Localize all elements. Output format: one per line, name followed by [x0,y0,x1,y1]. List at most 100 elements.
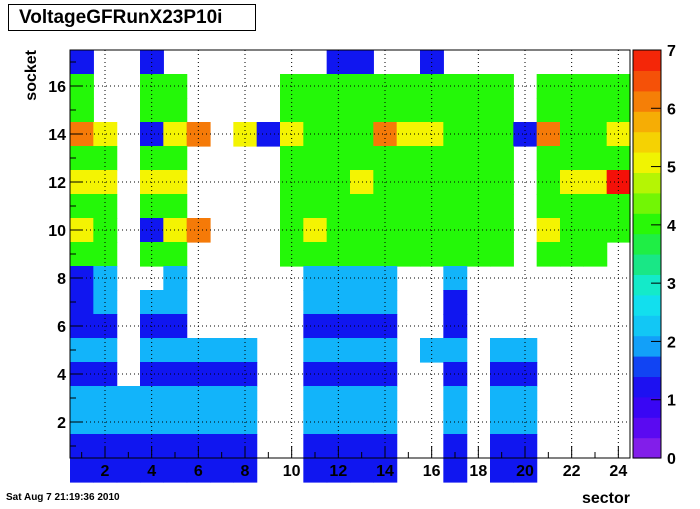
heatmap-cell [350,290,374,315]
heatmap-cell [490,74,514,99]
heatmap-cell [350,146,374,171]
x-tick-label: 2 [101,463,110,480]
heatmap-cell [583,122,608,147]
heatmap-cell [490,170,514,195]
heatmap-cell [303,194,328,219]
x-tick-label: 22 [563,463,581,480]
heatmap-cell [163,170,188,195]
heatmap-cell [350,266,374,291]
x-tick-label: 12 [329,463,347,480]
colorbar-band [633,111,661,133]
heatmap-cell [443,290,468,315]
heatmap-cell [70,50,94,75]
heatmap-cell [443,194,468,219]
heatmap-cell [163,218,188,243]
heatmap-cell [536,146,561,171]
x-tick-label: 20 [516,463,534,480]
heatmap-cell [303,122,328,147]
heatmap-cell [443,266,468,291]
heatmap-cell [210,458,234,483]
heatmap-cell [350,434,374,459]
heatmap-cell [303,410,328,435]
heatmap-cell [583,218,608,243]
x-tick-label: 8 [241,463,250,480]
x-tick-label: 6 [194,463,203,480]
colorbar-band [633,254,661,275]
y-tick-label: 8 [57,271,66,288]
heatmap-cell [536,242,561,267]
heatmap-cell [303,290,328,315]
heatmap-cell [70,146,94,171]
heatmap-cell [303,74,328,99]
heatmap-cell [326,458,351,483]
heatmap-cell [350,242,374,267]
heatmap-cell [163,74,188,99]
heatmap-cell [303,434,328,459]
heatmap-cell [93,458,118,483]
heatmap-cell [303,362,328,387]
heatmap-cell [116,410,141,435]
colorbar-band [633,315,661,337]
heatmap-cell [303,218,328,243]
heatmap-cell [373,458,398,483]
colorbar-tick-label: 2 [667,334,676,351]
heatmap-cell [163,314,188,339]
x-tick-label: 10 [283,463,301,480]
heatmap-cell [163,434,188,459]
heatmap-cell [350,314,374,339]
x-tick-label: 14 [376,463,394,480]
colorbar-band [633,172,661,194]
colorbar-band [633,294,661,316]
heatmap-cell [70,386,94,411]
heatmap-cell [443,218,468,243]
colorbar-tick-label: 3 [667,276,676,293]
heatmap-cell [140,458,164,483]
heatmap-cell [163,266,188,291]
heatmap-cell [536,218,561,243]
colorbar-band [633,90,661,112]
heatmap-cell [443,242,468,267]
y-tick-label: 10 [48,223,66,240]
x-tick-label: 16 [423,463,441,480]
heatmap-cell [396,218,421,243]
colorbar-band [633,356,661,377]
heatmap-cell [70,338,94,363]
heatmap-cell [163,98,188,123]
heatmap-cell [443,122,468,147]
heatmap-cell [70,458,94,483]
y-tick-label: 6 [57,319,66,336]
y-tick-label: 16 [48,79,66,96]
colorbar-band [633,192,661,214]
heatmap-cell [163,146,188,171]
colorbar-band [633,396,661,418]
colorbar-tick-label: 0 [667,451,676,468]
heatmap-cell [396,146,421,171]
heatmap-cell [116,434,141,459]
colorbar-band [633,213,661,235]
heatmap-cell [303,386,328,411]
x-tick-label: 4 [147,463,156,480]
heatmap-cell [443,146,468,171]
colorbar-tick-label: 7 [667,43,676,60]
heatmap-cell [583,242,608,267]
colorbar-tick-label: 4 [667,218,676,235]
heatmap-cell [490,122,514,147]
colorbar-band [633,70,661,92]
heatmap-cell [443,314,468,339]
x-axis-label: sector [582,490,630,507]
colorbar-band [633,152,661,173]
heatmap-cell [443,434,468,459]
heatmap-cell [163,122,188,147]
heatmap-cell [490,362,514,387]
heatmap-cell [490,146,514,171]
y-tick-label: 14 [48,127,66,144]
y-tick-label: 2 [57,415,66,432]
y-tick-label: 4 [57,367,66,384]
colorbar-band [633,335,661,357]
heatmap-cell [536,122,561,147]
chart-title: VoltageGFRunX23P10i [8,4,256,31]
colorbar-frame [632,49,662,459]
heatmap-cell [536,194,561,219]
heatmap-cell [350,386,374,411]
colorbar-band [633,50,661,71]
